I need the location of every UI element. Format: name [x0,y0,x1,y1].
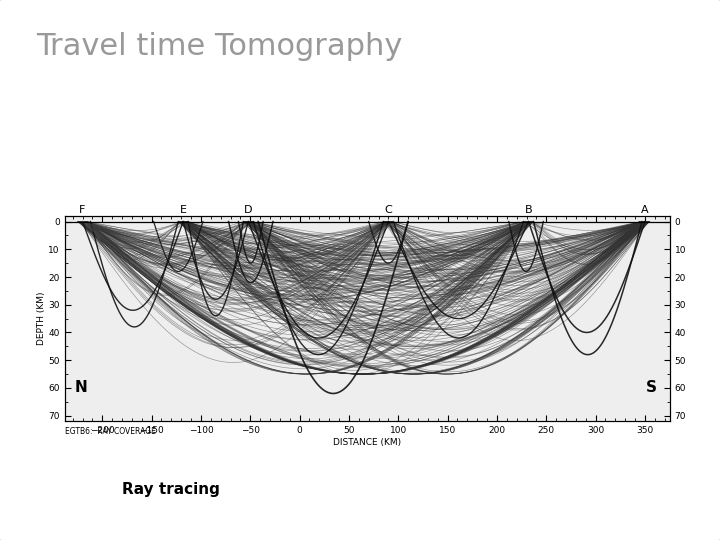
Text: EGTB6:  RAY COVERAGE: EGTB6: RAY COVERAGE [65,427,156,436]
Text: N: N [75,380,87,395]
Text: B: B [525,205,532,214]
Text: A: A [641,205,649,214]
Text: C: C [384,205,392,214]
Text: F: F [79,205,86,214]
Text: Ray tracing: Ray tracing [122,482,220,497]
Y-axis label: DEPTH (KM): DEPTH (KM) [37,292,45,346]
Text: Travel time Tomography: Travel time Tomography [36,32,402,62]
Text: D: D [244,205,253,214]
Text: E: E [180,205,186,214]
Text: S: S [646,380,657,395]
X-axis label: DISTANCE (KM): DISTANCE (KM) [333,438,401,447]
